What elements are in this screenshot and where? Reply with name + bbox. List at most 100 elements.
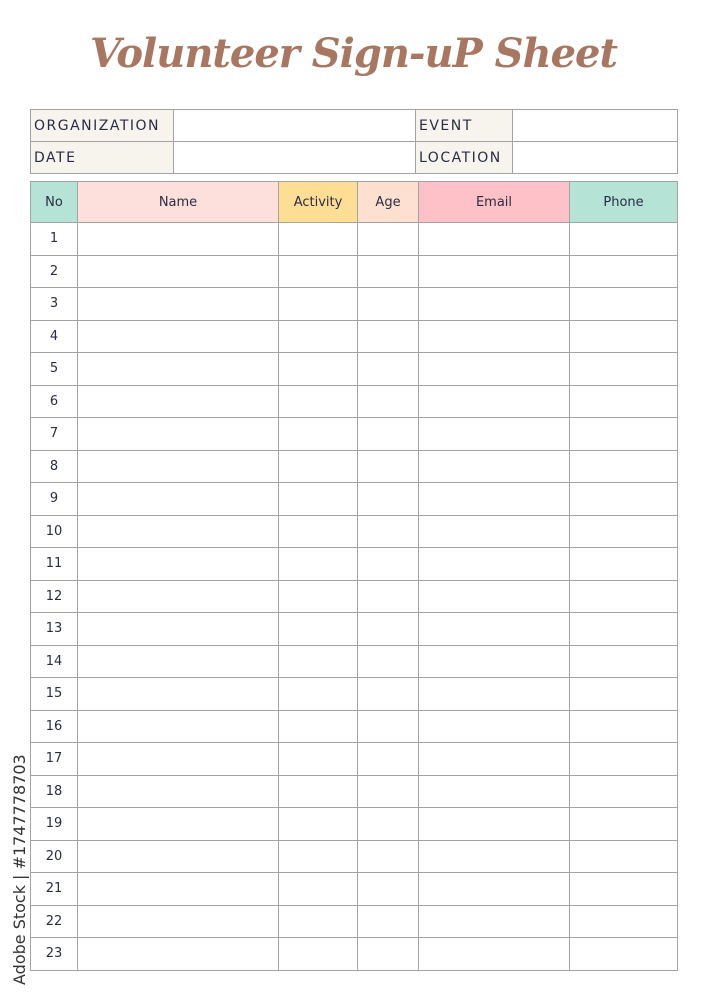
phone-cell[interactable] [569, 417, 678, 451]
phone-cell[interactable] [569, 482, 678, 516]
name-cell[interactable] [77, 287, 279, 321]
activity-cell[interactable] [278, 612, 358, 646]
age-cell[interactable] [357, 222, 419, 256]
age-cell[interactable] [357, 644, 419, 678]
activity-cell[interactable] [278, 222, 358, 256]
activity-cell[interactable] [278, 384, 358, 418]
activity-cell[interactable] [278, 287, 358, 321]
activity-cell[interactable] [278, 352, 358, 386]
name-cell[interactable] [77, 579, 279, 613]
age-cell[interactable] [357, 547, 419, 581]
age-cell[interactable] [357, 514, 419, 548]
email-cell[interactable] [418, 482, 570, 516]
activity-cell[interactable] [278, 514, 358, 548]
age-cell[interactable] [357, 579, 419, 613]
age-cell[interactable] [357, 872, 419, 906]
age-cell[interactable] [357, 904, 419, 938]
age-cell[interactable] [357, 352, 419, 386]
name-cell[interactable] [77, 352, 279, 386]
activity-cell[interactable] [278, 254, 358, 288]
email-cell[interactable] [418, 709, 570, 743]
email-cell[interactable] [418, 319, 570, 353]
phone-cell[interactable] [569, 774, 678, 808]
activity-cell[interactable] [278, 774, 358, 808]
email-cell[interactable] [418, 807, 570, 841]
email-cell[interactable] [418, 287, 570, 321]
age-cell[interactable] [357, 417, 419, 451]
age-cell[interactable] [357, 839, 419, 873]
phone-cell[interactable] [569, 742, 678, 776]
phone-cell[interactable] [569, 222, 678, 256]
age-cell[interactable] [357, 449, 419, 483]
name-cell[interactable] [77, 904, 279, 938]
organization-field[interactable] [173, 109, 416, 142]
phone-cell[interactable] [569, 709, 678, 743]
email-cell[interactable] [418, 222, 570, 256]
age-cell[interactable] [357, 774, 419, 808]
email-cell[interactable] [418, 514, 570, 548]
phone-cell[interactable] [569, 677, 678, 711]
email-cell[interactable] [418, 449, 570, 483]
name-cell[interactable] [77, 709, 279, 743]
email-cell[interactable] [418, 384, 570, 418]
name-cell[interactable] [77, 872, 279, 906]
activity-cell[interactable] [278, 807, 358, 841]
activity-cell[interactable] [278, 482, 358, 516]
name-cell[interactable] [77, 547, 279, 581]
name-cell[interactable] [77, 384, 279, 418]
email-cell[interactable] [418, 547, 570, 581]
age-cell[interactable] [357, 319, 419, 353]
activity-cell[interactable] [278, 677, 358, 711]
email-cell[interactable] [418, 839, 570, 873]
name-cell[interactable] [77, 774, 279, 808]
activity-cell[interactable] [278, 644, 358, 678]
name-cell[interactable] [77, 937, 279, 971]
activity-cell[interactable] [278, 547, 358, 581]
activity-cell[interactable] [278, 904, 358, 938]
age-cell[interactable] [357, 384, 419, 418]
activity-cell[interactable] [278, 449, 358, 483]
phone-cell[interactable] [569, 287, 678, 321]
email-cell[interactable] [418, 417, 570, 451]
name-cell[interactable] [77, 222, 279, 256]
name-cell[interactable] [77, 807, 279, 841]
phone-cell[interactable] [569, 449, 678, 483]
phone-cell[interactable] [569, 937, 678, 971]
location-field[interactable] [512, 141, 678, 174]
activity-cell[interactable] [278, 709, 358, 743]
email-cell[interactable] [418, 904, 570, 938]
phone-cell[interactable] [569, 319, 678, 353]
name-cell[interactable] [77, 254, 279, 288]
email-cell[interactable] [418, 677, 570, 711]
age-cell[interactable] [357, 254, 419, 288]
activity-cell[interactable] [278, 872, 358, 906]
phone-cell[interactable] [569, 904, 678, 938]
email-cell[interactable] [418, 742, 570, 776]
age-cell[interactable] [357, 709, 419, 743]
name-cell[interactable] [77, 742, 279, 776]
phone-cell[interactable] [569, 807, 678, 841]
phone-cell[interactable] [569, 839, 678, 873]
phone-cell[interactable] [569, 547, 678, 581]
age-cell[interactable] [357, 287, 419, 321]
phone-cell[interactable] [569, 514, 678, 548]
activity-cell[interactable] [278, 839, 358, 873]
event-field[interactable] [512, 109, 678, 142]
phone-cell[interactable] [569, 644, 678, 678]
name-cell[interactable] [77, 482, 279, 516]
phone-cell[interactable] [569, 579, 678, 613]
phone-cell[interactable] [569, 872, 678, 906]
email-cell[interactable] [418, 254, 570, 288]
email-cell[interactable] [418, 644, 570, 678]
name-cell[interactable] [77, 612, 279, 646]
name-cell[interactable] [77, 644, 279, 678]
age-cell[interactable] [357, 482, 419, 516]
email-cell[interactable] [418, 774, 570, 808]
name-cell[interactable] [77, 677, 279, 711]
age-cell[interactable] [357, 742, 419, 776]
email-cell[interactable] [418, 352, 570, 386]
email-cell[interactable] [418, 579, 570, 613]
age-cell[interactable] [357, 807, 419, 841]
phone-cell[interactable] [569, 612, 678, 646]
email-cell[interactable] [418, 872, 570, 906]
